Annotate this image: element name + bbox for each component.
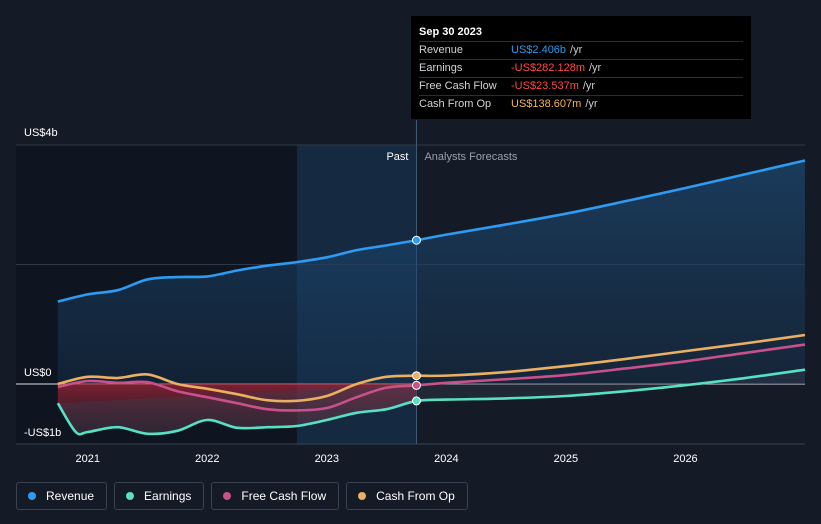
y-axis-label: -US$1b <box>24 427 61 439</box>
tooltip-label: Earnings <box>419 62 463 74</box>
revenue-line <box>57 159 806 303</box>
legend-item-free-cash-flow[interactable]: Free Cash Flow <box>211 482 340 510</box>
tooltip-value: -US$282.128m <box>511 62 585 74</box>
tooltip-row-revenue: Revenue US$2.406b/yr <box>419 41 743 59</box>
revenue-point <box>411 235 421 245</box>
x-tick-label: 2021 <box>75 453 99 465</box>
cash-from-op-point <box>411 371 421 381</box>
past-label: Past <box>386 151 408 163</box>
tooltip-panel: Sep 30 2023 Revenue US$2.406b/yr Earnings -… <box>411 16 751 119</box>
tooltip-unit: /yr <box>582 80 596 92</box>
revenue-area <box>57 160 806 384</box>
legend-dot-icon <box>223 492 232 500</box>
x-tick-label: 2022 <box>195 453 219 465</box>
selected-markers <box>411 235 421 406</box>
tooltip-value: US$2.406b <box>511 44 567 56</box>
legend-dot-icon <box>126 492 135 500</box>
forecast-label: Analysts Forecasts <box>424 151 517 163</box>
cash-from-op-line <box>57 333 806 403</box>
legend-label: Earnings <box>144 489 192 503</box>
tooltip-date: Sep 30 2023 <box>419 26 482 38</box>
x-tick-label: 2024 <box>434 453 458 465</box>
tooltip-unit: /yr <box>589 62 602 74</box>
legend-dot-icon <box>358 492 367 500</box>
y-axis-label: US$0 <box>24 367 52 379</box>
tooltip-row-earnings: Earnings -US$282.128m/yr <box>419 59 743 77</box>
tooltip-label: Cash From Op <box>419 98 492 110</box>
y-axis-label: US$4b <box>24 127 58 139</box>
tooltip-value: US$138.607m <box>511 98 582 110</box>
tooltip-label: Free Cash Flow <box>419 80 497 92</box>
legend-item-cash-from-op[interactable]: Cash From Op <box>346 482 468 510</box>
x-tick-label: 2025 <box>554 453 578 465</box>
tooltip-unit: /yr <box>570 44 583 56</box>
tooltip-value: -US$23.537m <box>511 80 579 92</box>
earnings-forecast-area <box>57 369 806 435</box>
legend: Revenue Earnings Free Cash Flow Cash From O… <box>16 482 468 512</box>
tooltip-label: Revenue <box>419 44 464 56</box>
earnings-line <box>56 368 806 436</box>
tooltip-row-free-cash-flow: Free Cash Flow -US$23.537m/yr <box>419 77 743 95</box>
legend-label: Revenue <box>46 489 95 503</box>
legend-label: Cash From Op <box>376 489 455 503</box>
x-tick-label: 2023 <box>315 453 339 465</box>
legend-label: Free Cash Flow <box>241 489 327 503</box>
free-cash-flow-line <box>57 343 806 412</box>
series-lines <box>56 159 806 436</box>
tooltip-row-cash-from-op: Cash From Op US$138.607m/yr <box>419 95 743 113</box>
earnings-point <box>411 396 421 406</box>
legend-item-revenue[interactable]: Revenue <box>16 482 108 510</box>
axis-labels: US$4b US$0 -US$1b Past Analysts Forecasts 202… <box>24 127 698 465</box>
x-tick-label: 2026 <box>673 453 697 465</box>
free-cash-flow-point <box>411 380 421 390</box>
legend-dot-icon <box>28 492 36 500</box>
legend-item-earnings[interactable]: Earnings <box>114 482 205 510</box>
tooltip-unit: /yr <box>585 98 598 110</box>
